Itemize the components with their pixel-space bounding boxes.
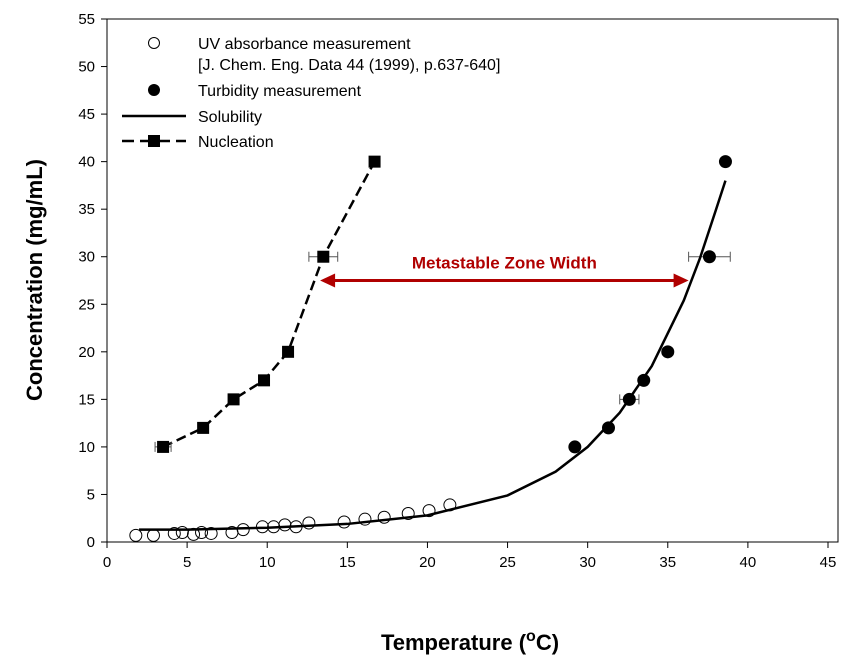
nucleation-line	[162, 161, 376, 449]
y-tick-label: 35	[78, 201, 95, 218]
plot-frame	[106, 18, 839, 543]
nucleation-point	[227, 393, 240, 406]
x-axis-label: Temperature (oC)	[381, 628, 559, 655]
x-tick-label: 25	[499, 554, 516, 571]
y-tick-label: 15	[78, 391, 95, 408]
x-tick-label: 30	[579, 554, 596, 571]
arrowhead-right	[673, 273, 689, 288]
legend: UV absorbance measurement [J. Chem. Eng.…	[122, 36, 500, 151]
axes	[101, 18, 839, 548]
series-filled-circle	[568, 155, 732, 454]
x-axis-label-main: Temperature (	[381, 630, 527, 655]
uv-point	[358, 512, 372, 526]
solubility-curve	[139, 180, 727, 531]
uv-point	[401, 506, 415, 520]
legend-square-icon	[148, 135, 160, 147]
x-tick-label: 0	[103, 554, 111, 571]
y-tick-label: 30	[78, 249, 95, 266]
uv-point	[377, 510, 391, 524]
annotation: Metastable Zone Width	[320, 254, 689, 288]
x-tick-label: 35	[659, 554, 676, 571]
x-tick-label: 10	[259, 554, 276, 571]
y-tick-label: 40	[78, 154, 95, 171]
series-solid-line	[139, 180, 727, 531]
uv-point	[337, 515, 351, 529]
y-tick-label: 5	[87, 486, 95, 503]
y-axis-label: Concentration (mg/mL)	[22, 159, 47, 401]
uv-point	[167, 526, 181, 540]
legend-filled-circle-icon	[148, 84, 160, 96]
nucleation-point	[368, 155, 381, 168]
uv-point	[146, 528, 160, 542]
legend-label-nucleation: Nucleation	[198, 134, 274, 151]
turbidity-point	[718, 155, 732, 169]
y-tick-label: 25	[78, 296, 95, 313]
legend-label-solubility: Solubility	[198, 109, 262, 126]
uv-point	[195, 525, 209, 539]
turbidity-point	[601, 421, 615, 435]
uv-point	[129, 528, 143, 542]
x-tick-label: 45	[820, 554, 837, 571]
nucleation-point	[157, 440, 170, 453]
y-tick-label: 55	[78, 11, 95, 28]
x-tick-label: 40	[740, 554, 757, 571]
metastable-zone-label: Metastable Zone Width	[412, 254, 597, 273]
series-dashed-line-square	[154, 155, 381, 453]
nucleation-point	[197, 421, 210, 434]
x-axis-label-sup: o	[526, 628, 536, 645]
uv-point	[302, 516, 316, 530]
x-axis-label-end: C)	[536, 630, 559, 655]
nucleation-point	[282, 345, 295, 358]
series-open-circle	[129, 498, 457, 542]
y-tick-label: 50	[78, 59, 95, 76]
uv-point	[175, 525, 189, 539]
x-tick-label: 20	[419, 554, 436, 571]
legend-open-circle-icon	[148, 37, 160, 49]
nucleation-point	[258, 374, 271, 387]
x-tick-label: 5	[183, 554, 191, 571]
arrowhead-left	[320, 273, 336, 288]
turbidity-point	[702, 250, 716, 264]
turbidity-point	[568, 440, 582, 454]
uv-point	[278, 518, 292, 532]
y-tick-label: 45	[78, 106, 95, 123]
uv-point	[204, 526, 218, 540]
nucleation-point	[317, 250, 330, 263]
x-tick-label: 15	[339, 554, 356, 571]
y-tick-label: 20	[78, 344, 95, 361]
y-tick-label: 0	[87, 534, 95, 551]
data-marks	[129, 155, 732, 542]
turbidity-point	[661, 345, 675, 359]
uv-point	[422, 504, 436, 518]
tick-labels: 0 5 10 15 20 25 30 35 40 45 0 5 10 15 20 25 30 35 40 45 50 55	[78, 11, 836, 571]
legend-label-turbidity: Turbidity measurement	[198, 83, 362, 100]
y-tick-label: 10	[78, 439, 95, 456]
legend-label-uv-ref: [J. Chem. Eng. Data 44 (1999), p.637-640…	[198, 57, 500, 74]
legend-label-uv: UV absorbance measurement	[198, 36, 411, 53]
